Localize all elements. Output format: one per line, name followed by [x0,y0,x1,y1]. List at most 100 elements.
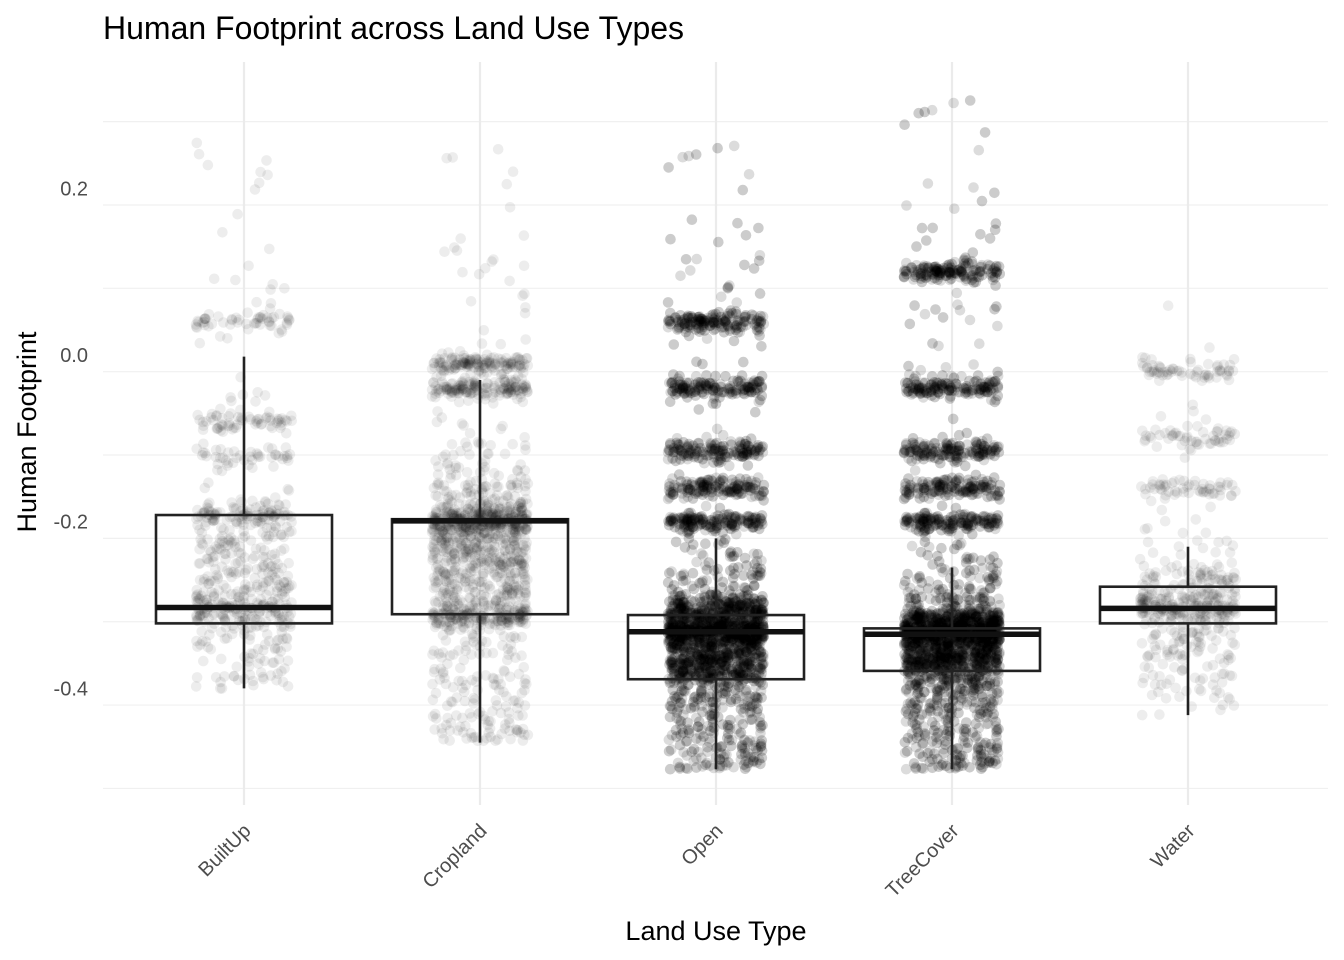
data-point [218,524,229,535]
data-point [481,647,492,659]
data-point [201,450,212,462]
data-point [194,558,206,569]
data-point [247,675,259,687]
data-point [278,531,289,543]
data-point [282,312,294,324]
data-point [265,561,277,573]
data-point [265,415,276,426]
data-point [191,137,203,149]
data-point [505,632,516,643]
data-point [271,635,283,646]
data-point [214,421,225,433]
data-point [480,554,492,565]
data-point [464,504,476,515]
data-point [265,610,277,622]
data-point [271,586,283,597]
data-point [510,381,521,393]
data-point [275,581,286,592]
data-point [239,567,251,579]
data-point [267,596,279,608]
data-point [243,656,254,667]
data-point [199,447,211,459]
data-point [199,313,210,325]
data-point [275,422,286,434]
data-point [215,544,227,555]
data-point [512,465,524,477]
data-point [239,579,251,590]
data-point [278,577,290,588]
data-point [191,443,202,455]
data-point [228,670,240,682]
data-point [426,527,438,538]
data-point [202,553,214,565]
data-point [253,451,264,463]
data-point [259,545,270,556]
data-point [276,529,288,540]
data-point [465,546,476,557]
data-point [258,673,269,685]
data-point [205,575,216,587]
data-point [195,610,206,621]
data-point [270,608,281,619]
data-point [503,707,515,718]
data-point [275,545,287,556]
data-point [438,524,449,535]
data-point [246,593,257,605]
data-point [263,316,275,327]
data-point [439,598,451,609]
data-point [253,609,264,620]
data-point [257,527,269,538]
data-point [209,550,221,562]
data-point [504,619,515,631]
data-point [246,454,258,466]
data-point [489,478,501,489]
data-point [507,166,519,177]
data-point [201,594,212,605]
data-point [276,562,288,574]
data-point [244,634,255,645]
data-point [230,516,242,527]
data-point [507,438,518,450]
data-point [286,526,297,537]
data-point [197,610,209,622]
data-point [436,728,448,739]
data-point [476,438,487,449]
data-point [225,319,236,330]
data-point [465,486,477,498]
data-point [238,525,249,537]
data-point [441,555,452,567]
data-point [216,412,228,424]
data-point [502,643,514,655]
data-point [464,449,475,460]
data-point [238,594,249,606]
data-point [266,560,278,572]
data-point [275,646,287,657]
data-point [247,553,259,565]
data-point [490,695,502,706]
data-point [427,678,438,690]
data-point [198,420,209,432]
data-point [227,457,239,469]
data-point [263,635,275,647]
data-point [267,279,279,290]
data-point [245,586,256,598]
data-point [197,317,208,329]
data-point [213,596,224,607]
data-point [218,317,229,328]
data-point [221,632,233,644]
data-point [217,227,228,238]
data-point [224,535,235,546]
data-point [445,696,457,707]
data-point [209,514,221,526]
data-point [263,567,274,579]
data-point [212,571,224,582]
data-point [219,590,231,601]
data-point [261,312,273,324]
data-point [232,674,244,686]
data-point [518,662,530,673]
data-point [270,492,281,503]
data-point [430,577,442,588]
data-point [284,611,295,623]
data-point [272,607,284,619]
data-point [441,587,452,599]
